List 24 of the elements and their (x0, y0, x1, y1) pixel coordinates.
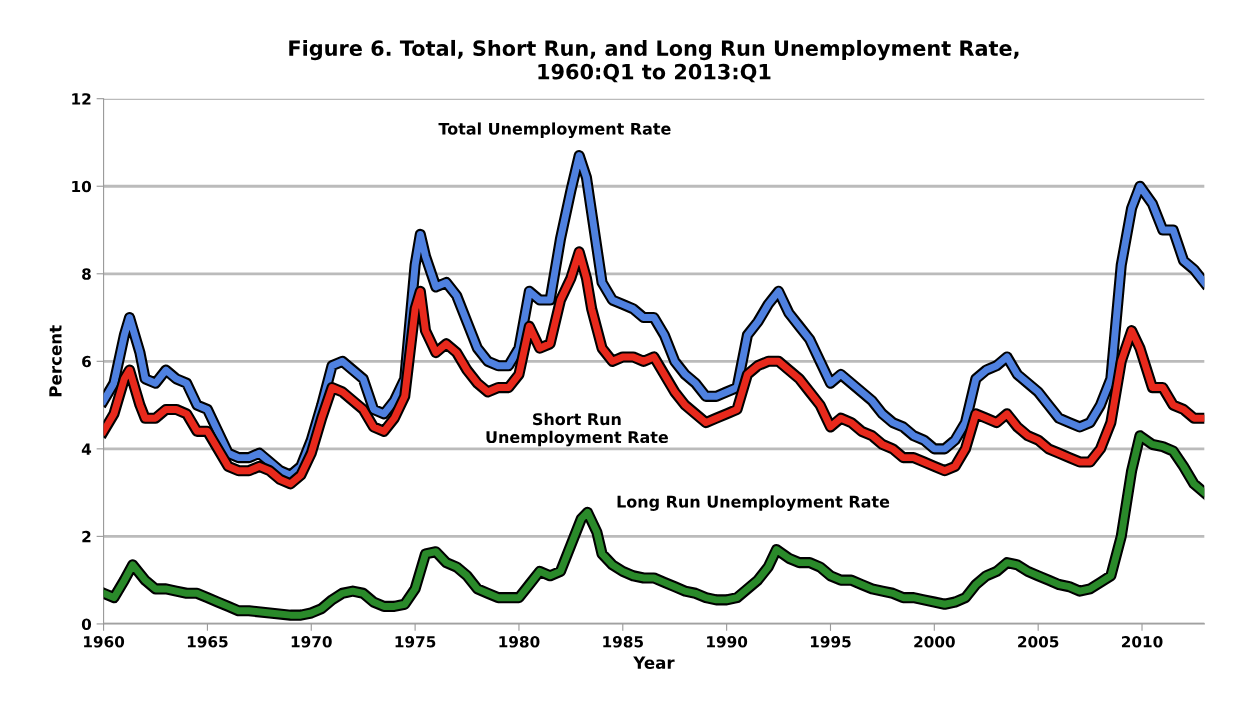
y-tick-label: 6 (82, 355, 91, 368)
y-tick-label: 0 (81, 618, 92, 630)
x-tick-label: 1990 (707, 636, 748, 648)
y-axis-title: Percent (49, 325, 62, 397)
x-tick-label: 1960 (84, 636, 125, 648)
y-tick-label: 12 (72, 93, 91, 105)
chart-title: Figure 6. Total, Short Run, and Long Run Unemployment Rate, 1960:Q1 to 2013:Q1 (289, 39, 1019, 83)
x-tick-label: 1975 (395, 636, 436, 648)
y-tick-label: 10 (72, 180, 92, 193)
x-tick-label: 1965 (187, 636, 228, 648)
y-tick-label: 4 (81, 443, 92, 455)
x-tick-label: 1970 (291, 636, 332, 648)
y-tick-label: 2 (82, 530, 91, 543)
x-tick-label: 1995 (810, 636, 851, 648)
x-tick-label: 2000 (914, 636, 955, 648)
y-tick-label: 8 (82, 268, 91, 280)
x-axis-title: Year (633, 656, 675, 669)
x-tick-label: 1985 (603, 636, 643, 648)
x-tick-label: 1980 (499, 636, 540, 648)
text: Total Unemployment Rate (438, 122, 671, 138)
series-label: Short Run Unemployment Rate (486, 412, 668, 447)
x-tick-label: 2010 (1121, 636, 1163, 648)
series-label: Long Run Unemployment Rate (617, 495, 890, 511)
x-tick-label: 2005 (1018, 636, 1059, 648)
